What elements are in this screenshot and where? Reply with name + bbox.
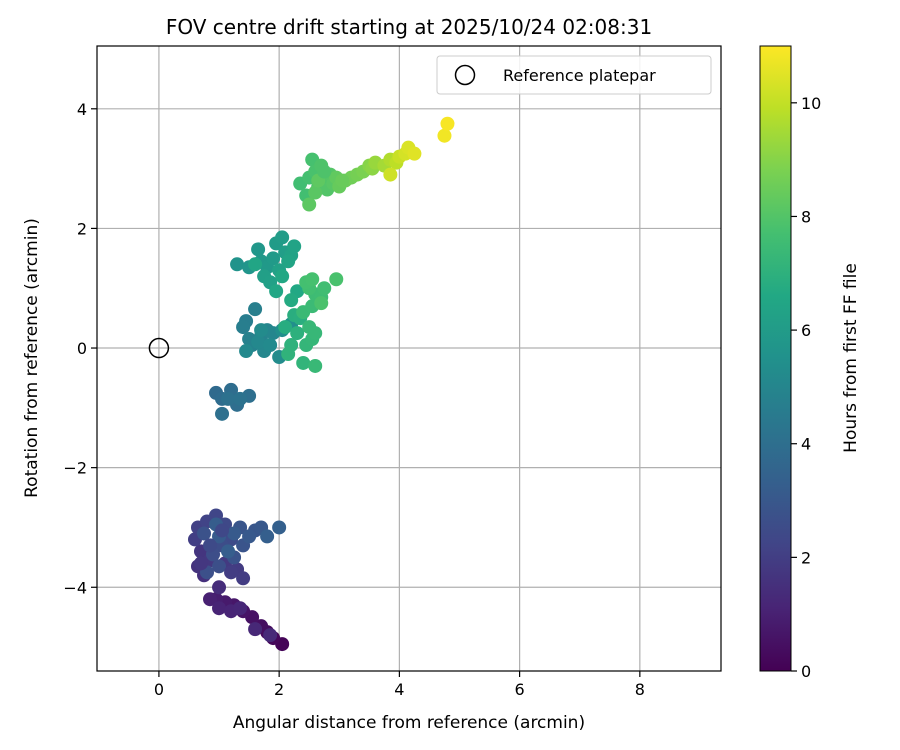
data-point [308,358,323,373]
data-point [281,347,296,362]
y-tick-label: −4 [63,578,87,597]
y-tick-label: 2 [77,219,87,238]
data-point [266,251,281,266]
data-point [242,529,257,544]
colorbar-tick-label: 2 [801,548,811,567]
data-point [383,167,398,182]
legend-label: Reference platepar [503,66,656,85]
data-point [212,601,227,616]
data-point [287,239,302,254]
x-tick-label: 8 [635,680,645,699]
colorbar-tick-label: 4 [801,435,811,454]
data-point [233,601,248,616]
data-point [440,116,455,131]
data-point [302,320,317,335]
data-point [221,391,236,406]
data-point [221,544,236,559]
data-point [248,302,263,317]
data-point [203,592,218,607]
data-point [251,242,266,257]
data-point [251,335,266,350]
data-point [275,269,290,284]
y-tick-label: 4 [77,100,87,119]
reference-platepar-marker [148,337,170,359]
data-point [305,272,320,287]
data-point [260,529,275,544]
data-point [314,296,329,311]
data-point [281,254,296,269]
data-point [317,164,332,179]
data-point [248,622,263,637]
y-axis-label: Rotation from reference (arcmin) [22,218,42,498]
legend: Reference platepar [436,55,712,95]
data-point [194,556,208,571]
colorbar-ticks: 0 2 4 6 8 10 [791,94,821,681]
data-point [278,320,293,335]
colorbar-tick-label: 8 [801,207,811,226]
grid [97,46,721,671]
x-tick-label: 6 [515,680,525,699]
x-axis-ticks: 0 2 4 6 8 [154,671,645,699]
legend-open-circle-icon [454,64,476,86]
colorbar-tick-label: 0 [801,662,811,681]
colorbar-gradient [759,45,792,672]
data-point [317,281,332,296]
data-point [236,320,251,335]
data-point [212,559,227,574]
data-point [275,230,290,245]
data-point [284,293,299,308]
data-point [437,128,452,143]
colorbar-tick-label: 6 [801,321,811,340]
data-point [233,391,248,406]
data-point [263,628,278,643]
data-point [254,323,269,338]
data-points [187,116,455,652]
colorbar-tick-label: 10 [801,94,821,113]
data-point [272,520,287,535]
data-point [308,185,323,200]
y-tick-label: −2 [63,459,87,478]
x-tick-label: 2 [274,680,284,699]
data-point [269,284,284,299]
colorbar: 0 2 4 6 8 10 Hours from first FF file [759,45,861,681]
data-point [239,344,254,359]
data-point [248,257,263,272]
data-point [212,580,227,595]
data-point [197,526,212,541]
y-tick-label: 0 [77,339,87,358]
data-point [215,523,230,538]
plot-frame [96,45,722,672]
data-point [215,406,230,421]
legend-box [436,55,712,95]
x-tick-label: 4 [394,680,404,699]
data-point [335,173,350,188]
colorbar-label: Hours from first FF file [841,263,861,453]
data-point [227,526,242,541]
data-point [290,326,305,341]
data-point [230,257,245,272]
data-point [302,197,317,212]
data-point [236,571,251,586]
data-point [296,355,311,370]
x-axis-label: Angular distance from reference (arcmin) [233,713,585,733]
y-axis-ticks: −4 −2 0 2 4 [63,100,97,597]
data-point [203,538,218,553]
data-point [224,565,239,580]
x-tick-label: 0 [154,680,164,699]
data-point [263,338,278,353]
data-point [329,272,344,287]
chart-title: FOV centre drift starting at 2025/10/24 … [166,15,652,39]
data-point [407,146,422,161]
